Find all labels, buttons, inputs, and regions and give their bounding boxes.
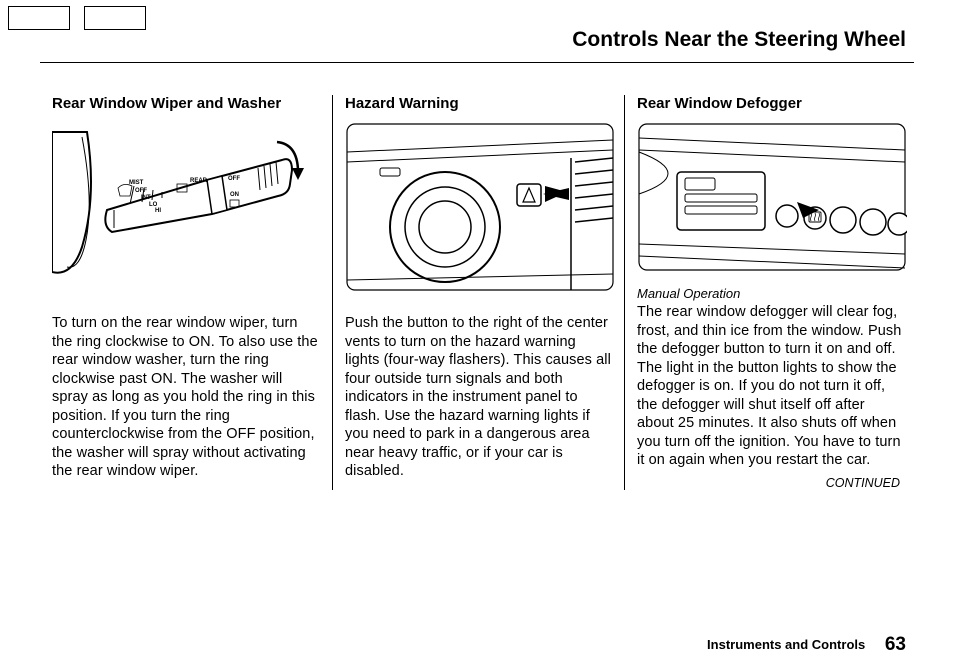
page-number: 63 bbox=[885, 634, 906, 655]
column-wiper: Rear Window Wiper and Washer bbox=[40, 95, 332, 490]
label-ring-on: ON bbox=[230, 192, 239, 198]
label-off: OFF bbox=[135, 188, 147, 194]
body-hazard: Push the button to the right of the cent… bbox=[345, 314, 612, 481]
heading-hazard: Hazard Warning bbox=[345, 95, 612, 112]
illus-defogger-button bbox=[637, 122, 907, 272]
nav-box-next[interactable] bbox=[84, 6, 146, 30]
label-rear: REAR bbox=[190, 178, 208, 184]
label-mist: MIST bbox=[129, 180, 144, 186]
body-defogger: The rear window defogger will clear fog,… bbox=[637, 303, 904, 470]
continued-label: CONTINUED bbox=[637, 476, 904, 490]
page-title: Controls Near the Steering Wheel bbox=[40, 10, 914, 52]
chapter-name: Instruments and Controls bbox=[707, 637, 865, 652]
content-columns: Rear Window Wiper and Washer bbox=[40, 95, 914, 490]
nav-box-prev[interactable] bbox=[8, 6, 70, 30]
heading-wiper: Rear Window Wiper and Washer bbox=[52, 95, 320, 112]
column-hazard: Hazard Warning bbox=[332, 95, 624, 490]
label-hi: HI bbox=[155, 208, 161, 214]
body-wiper: To turn on the rear window wiper, turn t… bbox=[52, 314, 320, 481]
label-int: INT bbox=[141, 195, 151, 201]
column-defogger: Rear Window Defogger bbox=[624, 95, 916, 490]
manual-page: Controls Near the Steering Wheel Rear Wi… bbox=[0, 0, 954, 672]
title-rule bbox=[40, 62, 914, 63]
page-footer: Instruments and Controls 63 bbox=[707, 634, 906, 656]
top-nav-boxes bbox=[8, 6, 146, 30]
label-ring-off: OFF bbox=[228, 176, 240, 182]
subhead-manual-op: Manual Operation bbox=[637, 286, 904, 301]
illus-hazard-button bbox=[345, 122, 615, 292]
heading-defogger: Rear Window Defogger bbox=[637, 95, 904, 112]
illus-wiper-lever: MIST OFF INT LO HI REAR OFF ON bbox=[52, 122, 322, 292]
